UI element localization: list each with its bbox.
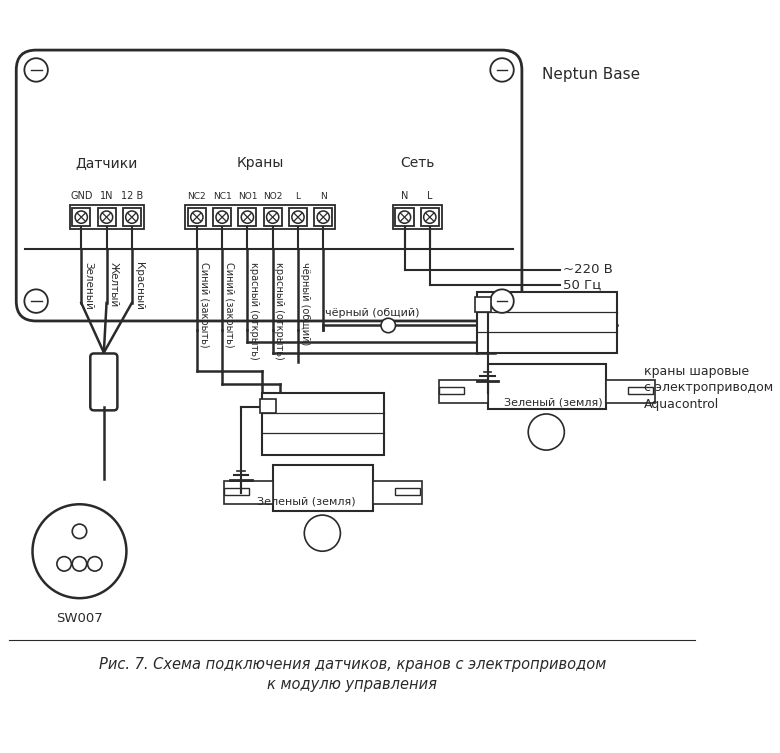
Circle shape — [292, 211, 304, 224]
Circle shape — [267, 211, 278, 224]
Bar — [289, 208, 307, 226]
Text: N: N — [320, 192, 327, 201]
Bar — [262, 393, 384, 455]
Circle shape — [399, 211, 410, 224]
Bar — [439, 380, 488, 403]
Bar — [273, 465, 373, 511]
Text: чёрный (общий): чёрный (общий) — [325, 308, 420, 319]
Text: NC1: NC1 — [213, 192, 232, 201]
Circle shape — [73, 556, 87, 571]
Circle shape — [75, 211, 87, 224]
Circle shape — [87, 556, 102, 571]
Bar — [69, 206, 144, 229]
Text: к модулю управления: к модулю управления — [268, 678, 437, 692]
Text: Aquacontrol: Aquacontrol — [644, 398, 719, 410]
Bar — [260, 398, 276, 413]
Bar — [395, 208, 413, 226]
Bar — [188, 208, 206, 226]
FancyBboxPatch shape — [16, 50, 522, 321]
Circle shape — [190, 211, 203, 224]
Text: GND: GND — [70, 191, 93, 201]
Text: краны шаровые: краны шаровые — [644, 365, 749, 378]
Bar — [373, 480, 422, 505]
Circle shape — [304, 515, 340, 551]
Text: Зеленый: Зеленый — [83, 262, 93, 310]
Text: Датчики: Датчики — [76, 156, 138, 170]
Text: красный (открыть): красный (открыть) — [275, 262, 285, 360]
Bar — [475, 297, 491, 312]
Circle shape — [33, 505, 126, 598]
Circle shape — [491, 58, 514, 81]
Text: Краны: Краны — [236, 156, 284, 170]
Bar — [628, 387, 653, 394]
Bar — [395, 488, 420, 495]
Bar — [98, 208, 115, 226]
Bar — [264, 208, 282, 226]
Text: с электроприводом: с электроприводом — [644, 381, 773, 395]
Text: N: N — [401, 191, 408, 201]
Circle shape — [216, 211, 229, 224]
Circle shape — [24, 289, 48, 312]
Bar — [606, 380, 654, 403]
Bar — [439, 387, 464, 394]
Bar — [420, 208, 439, 226]
Circle shape — [491, 289, 514, 312]
Text: L: L — [296, 192, 300, 201]
Text: Синий (закрыть): Синий (закрыть) — [199, 262, 208, 348]
Circle shape — [381, 319, 395, 333]
Text: ~220 В: ~220 В — [563, 263, 613, 276]
Text: 1N: 1N — [100, 191, 113, 201]
Text: Зеленый (земля): Зеленый (земля) — [257, 496, 356, 507]
Circle shape — [57, 556, 71, 571]
Bar — [224, 480, 273, 505]
Text: L: L — [427, 191, 433, 201]
Text: Желтый: Желтый — [108, 262, 119, 307]
Text: Зеленый (земля): Зеленый (земля) — [504, 398, 602, 407]
Text: 50 Гц: 50 Гц — [563, 279, 601, 291]
Circle shape — [101, 211, 112, 224]
FancyBboxPatch shape — [90, 353, 117, 410]
Text: 12 В: 12 В — [121, 191, 143, 201]
Bar — [488, 364, 606, 410]
Text: Синий (закрыть): Синий (закрыть) — [224, 262, 234, 348]
Text: Рис. 7. Схема подключения датчиков, кранов с электроприводом: Рис. 7. Схема подключения датчиков, кран… — [98, 657, 606, 672]
Text: красный (открыть): красный (открыть) — [250, 262, 259, 360]
Circle shape — [126, 211, 138, 224]
Bar — [477, 292, 617, 353]
Bar — [213, 208, 231, 226]
Text: NO2: NO2 — [263, 192, 282, 201]
Bar — [122, 208, 141, 226]
Circle shape — [424, 211, 436, 224]
Bar — [73, 208, 90, 226]
Circle shape — [73, 524, 87, 538]
Bar — [224, 488, 250, 495]
Circle shape — [317, 211, 329, 224]
Circle shape — [528, 414, 565, 450]
Bar — [239, 208, 257, 226]
Text: Сеть: Сеть — [400, 156, 434, 170]
Text: NO1: NO1 — [238, 192, 257, 201]
Bar — [314, 208, 332, 226]
Circle shape — [241, 211, 254, 224]
Text: Красный: Красный — [133, 262, 144, 310]
Bar — [185, 206, 335, 229]
Text: чёрный (общий): чёрный (общий) — [300, 262, 310, 346]
Circle shape — [24, 58, 48, 81]
Text: SW007: SW007 — [56, 611, 103, 625]
Bar — [393, 206, 441, 229]
Text: Neptun Base: Neptun Base — [542, 67, 640, 82]
Text: NC2: NC2 — [187, 192, 206, 201]
